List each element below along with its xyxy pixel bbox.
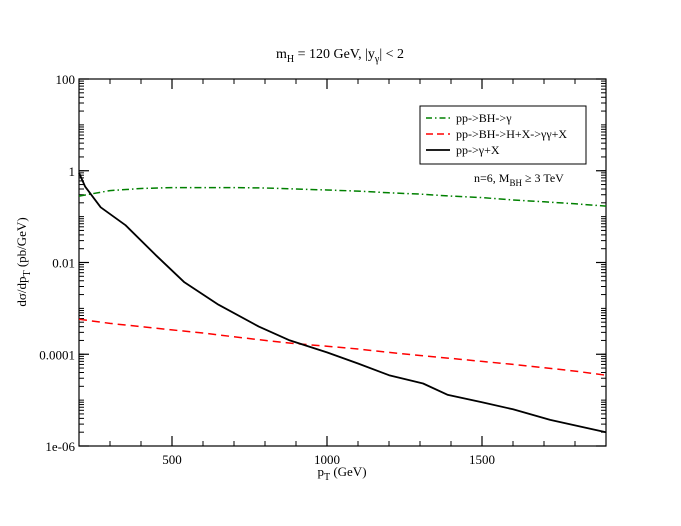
legend-label-bh-higgs: pp->BH->H+X->γγ+X [456,127,567,141]
y-axis-ticks: 100 1 0.01 0.0001 1e-06 [39,72,606,454]
y-tick-label: 0.01 [52,256,75,271]
x-tick-label: 500 [162,452,182,467]
y-tick-label: 0.0001 [39,347,75,362]
x-axis-title: pT (GeV) [317,464,366,483]
y-tick-label: 1 [69,164,76,179]
legend-box [419,105,587,165]
chart-title: mH = 120 GeV, |yγ| < 2 [276,47,404,65]
legend: pp->BH->γ pp->BH->H+X->γγ+X pp->γ+X [419,105,587,165]
series-line-0 [78,186,607,207]
series-group [78,172,607,434]
series-line-2 [78,172,607,434]
y-axis-title: dσ/dpT (pb/GeV) [14,217,33,306]
x-tick-label: 1000 [314,452,340,467]
y-tick-label: 100 [56,72,76,87]
legend-label-sm-gamma: pp->γ+X [456,143,500,157]
annotation-n6: n=6, MBH ≥ 3 TeV [474,171,564,188]
series-line-1 [78,318,607,376]
x-tick-label: 1500 [469,452,495,467]
x-axis-ticks: 500 1000 1500 [109,79,576,467]
legend-label-bh-gamma: pp->BH->γ [456,111,512,125]
y-tick-label: 1e-06 [45,439,75,454]
